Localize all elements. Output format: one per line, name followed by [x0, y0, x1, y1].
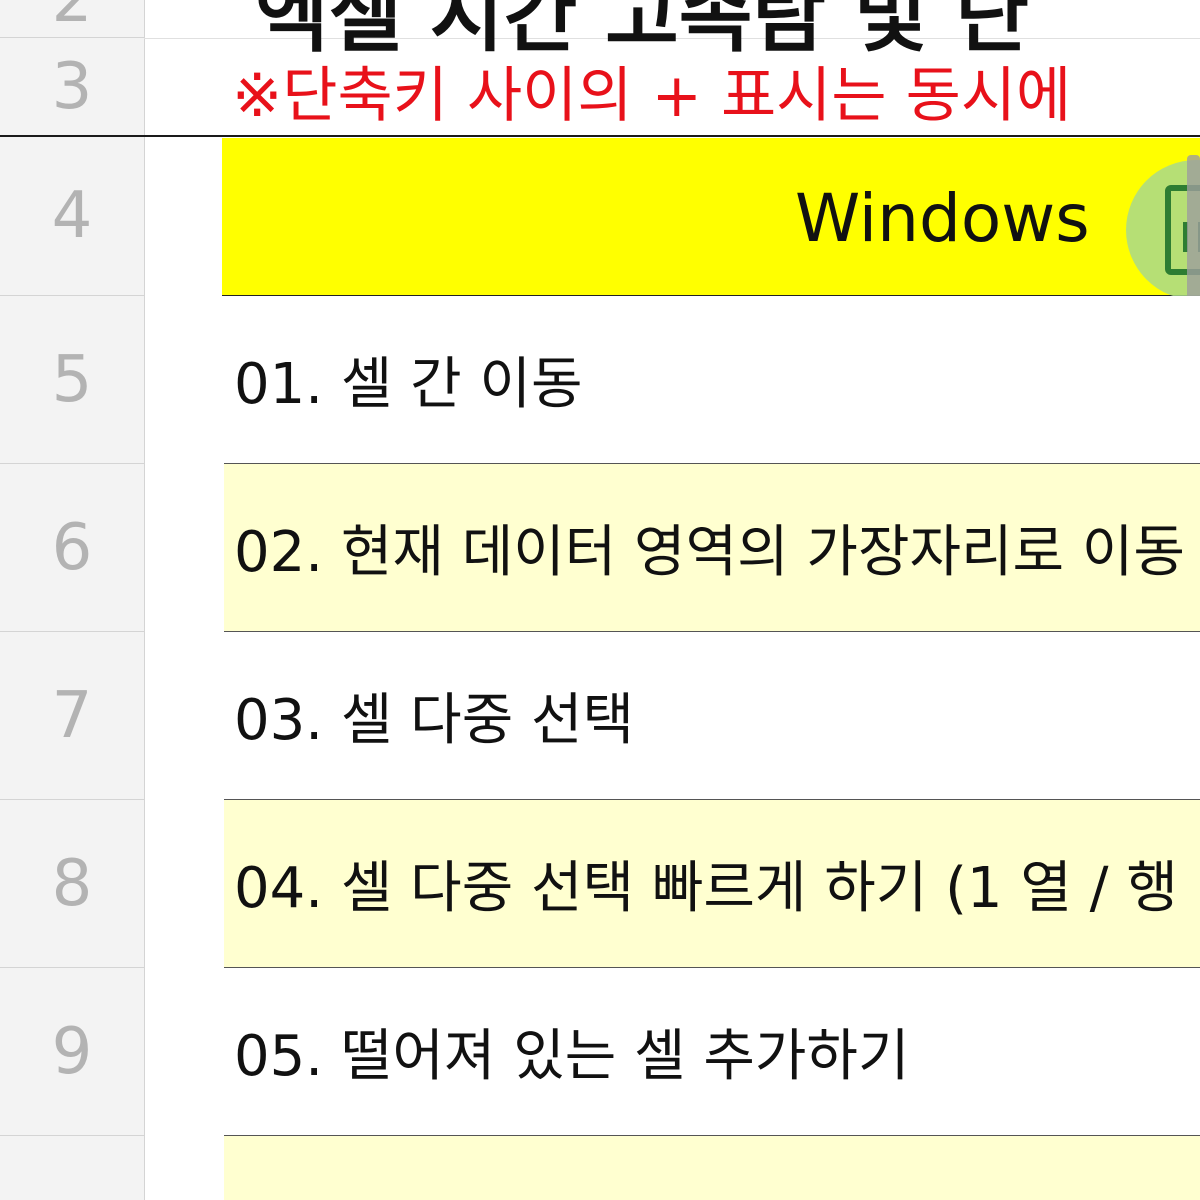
row-header-7[interactable]: 7 — [0, 632, 144, 800]
table-row[interactable]: 05. 떨어져 있는 셀 추가하기 — [224, 968, 1200, 1136]
table-row[interactable]: 02. 현재 데이터 영역의 가장자리로 이동 — [224, 464, 1200, 632]
table-row[interactable]: 06. 열 전체 선택 — [224, 1136, 1200, 1200]
row-header-5[interactable]: 5 — [0, 296, 144, 464]
row-header-2[interactable]: 2 — [0, 0, 144, 38]
row-header-4[interactable]: 4 — [0, 137, 144, 296]
table-row[interactable]: 04. 셀 다중 선택 빠르게 하기 (1 열 / 행 — [224, 800, 1200, 968]
header-label: Windows — [795, 180, 1090, 257]
row-header-8[interactable]: 8 — [0, 800, 144, 968]
row-header-6[interactable]: 6 — [0, 464, 144, 632]
grid-line — [144, 38, 1200, 39]
sheet-subtitle[interactable]: ※단축키 사이의 + 표시는 동시에 — [232, 61, 1072, 131]
row-header-9[interactable]: 9 — [0, 968, 144, 1136]
header-cell[interactable] — [222, 138, 1200, 296]
row-header-column: 2 3 4 5 6 7 8 9 — [0, 0, 145, 1200]
sheets-icon-frame — [1165, 185, 1200, 275]
sheet-title[interactable]: 엑셀 시간 고속탐 및 단 — [255, 0, 1029, 63]
freeze-pane-divider — [0, 135, 1200, 137]
table-row[interactable]: 03. 셀 다중 선택 — [224, 632, 1200, 800]
row-header-3[interactable]: 3 — [0, 38, 144, 136]
table-row[interactable]: 01. 셀 간 이동 — [224, 296, 1200, 464]
